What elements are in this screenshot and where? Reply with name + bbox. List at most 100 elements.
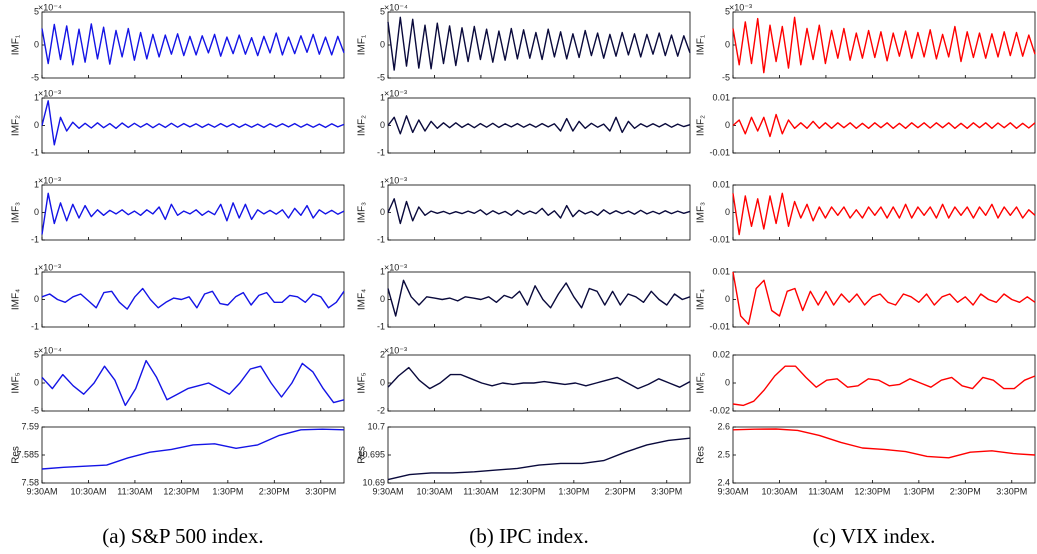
y-tick-label: 0 [725, 39, 730, 49]
y-axis-label: IMF₅ [696, 372, 707, 393]
y-multiplier: ×10⁻³ [384, 262, 407, 272]
y-multiplier: ×10⁻³ [384, 88, 407, 98]
y-multiplier: ×10⁻³ [729, 2, 752, 12]
y-tick-label: -0.02 [709, 405, 730, 415]
series-line [732, 192, 1036, 236]
x-tick-label: 12:30PM [509, 486, 545, 496]
y-tick-label: 7.58 [21, 477, 39, 487]
axes-box [732, 271, 1036, 328]
y-multiplier: ×10⁻⁴ [38, 345, 62, 355]
y-tick-label: 1 [34, 266, 39, 276]
y-tick-label: 1 [380, 266, 385, 276]
x-tick-label: 1:30PM [212, 486, 243, 496]
x-tick-label: 1:30PM [903, 486, 934, 496]
y-axis-label: IMF₁ [11, 34, 22, 55]
series-line [41, 359, 345, 407]
x-tick-label: 3:30PM [305, 486, 336, 496]
y-tick-label: -0.01 [709, 234, 730, 244]
series-line [732, 365, 1036, 407]
y-tick-label: 1 [34, 179, 39, 189]
x-tick-label: 2:30PM [950, 486, 981, 496]
y-tick-label: 0 [380, 294, 385, 304]
y-tick-label: 0 [725, 120, 730, 130]
x-tick-label: 11:30AM [808, 486, 843, 496]
series-line [41, 287, 345, 310]
y-axis-label: IMF₄ [696, 289, 707, 310]
y-axis-label: IMF₁ [357, 34, 368, 55]
y-tick-label: -0.01 [709, 321, 730, 331]
y-tick-label: 0.01 [712, 266, 730, 276]
y-tick-label: -2 [377, 405, 385, 415]
y-tick-label: 0 [34, 207, 39, 217]
y-tick-label: 7.59 [21, 421, 39, 431]
y-axis-label: IMF₂ [357, 115, 368, 136]
series-line [732, 428, 1036, 459]
y-axis-label: IMF₄ [357, 289, 368, 310]
x-tick-label: 12:30PM [854, 486, 890, 496]
y-tick-label: 2.6 [717, 421, 730, 431]
axes-box [41, 354, 345, 412]
y-tick-label: 0 [34, 39, 39, 49]
caption: (c) VIX index. [813, 524, 936, 548]
y-tick-label: 1 [380, 92, 385, 102]
y-multiplier: ×10⁻³ [38, 175, 61, 185]
y-tick-label: -1 [377, 234, 385, 244]
y-tick-label: -5 [31, 405, 39, 415]
y-axis-label: Res [696, 446, 707, 464]
y-tick-label: -5 [377, 72, 385, 82]
y-tick-label: -5 [31, 72, 39, 82]
y-tick-label: 0 [725, 377, 730, 387]
y-tick-label: 0.01 [712, 92, 730, 102]
series-line [387, 115, 691, 135]
y-tick-label: -1 [31, 147, 39, 157]
y-tick-label: 0 [725, 207, 730, 217]
y-tick-label: 0.01 [712, 179, 730, 189]
y-tick-label: 1 [380, 179, 385, 189]
x-tick-label: 10:30AM [70, 486, 106, 496]
y-tick-label: -1 [31, 234, 39, 244]
y-tick-label: 0 [34, 294, 39, 304]
series-line [387, 16, 691, 71]
x-tick-label: 9:30AM [26, 486, 57, 496]
y-multiplier: ×10⁻³ [38, 262, 61, 272]
y-multiplier: ×10⁻³ [384, 345, 407, 355]
series-line [387, 279, 691, 317]
y-tick-label: -1 [377, 321, 385, 331]
axes-box [732, 426, 1036, 484]
x-tick-label: 3:30PM [651, 486, 682, 496]
x-tick-label: 1:30PM [558, 486, 589, 496]
x-tick-label: 12:30PM [163, 486, 199, 496]
axes-box [41, 271, 345, 328]
y-tick-label: 0 [380, 39, 385, 49]
series-line [41, 23, 345, 66]
y-axis-label: IMF₅ [357, 372, 368, 393]
y-axis-label: Res [11, 446, 22, 464]
y-tick-label: -5 [722, 72, 730, 82]
y-tick-label: 1 [34, 92, 39, 102]
series-line [41, 428, 345, 470]
y-tick-label: 0 [380, 377, 385, 387]
series-line [387, 366, 691, 390]
y-axis-label: Res [357, 446, 368, 464]
y-tick-label: 2.4 [717, 477, 730, 487]
x-tick-label: 2:30PM [259, 486, 290, 496]
y-axis-label: IMF₂ [11, 115, 22, 136]
caption: (a) S&P 500 index. [102, 524, 263, 548]
y-axis-label: IMF₁ [696, 34, 707, 55]
y-tick-label: 0 [725, 294, 730, 304]
x-tick-label: 3:30PM [996, 486, 1027, 496]
y-axis-label: IMF₃ [696, 202, 707, 223]
series-line [41, 100, 345, 146]
x-tick-label: 10:30AM [761, 486, 797, 496]
series-line [732, 113, 1036, 138]
axes-box [387, 426, 691, 484]
x-tick-label: 11:30AM [463, 486, 498, 496]
x-tick-label: 10:30AM [416, 486, 452, 496]
y-tick-label: 10.7 [367, 421, 385, 431]
y-tick-label: 7.585 [16, 449, 39, 459]
y-tick-label: 5 [725, 6, 730, 16]
y-tick-label: 0 [34, 120, 39, 130]
y-tick-label: 2.5 [717, 449, 730, 459]
y-multiplier: ×10⁻³ [384, 175, 407, 185]
